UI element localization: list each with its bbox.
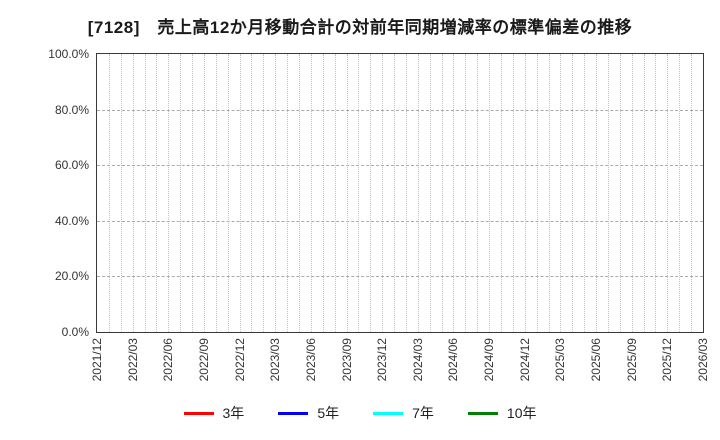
gridline-vertical [631,54,633,332]
gridline-vertical [524,54,526,332]
gridline-vertical [180,54,182,332]
x-tick-label: 2023/12 [375,338,390,382]
gridline-vertical [358,54,360,332]
gridline-vertical [203,54,205,332]
gridline-vertical [215,54,217,332]
gridline-vertical [619,54,621,332]
legend-item: 7年 [373,403,434,423]
gridline-vertical [477,54,479,332]
gridline-vertical [310,54,312,332]
x-tick-label: 2025/09 [624,338,639,382]
gridline-vertical [322,54,324,332]
legend-item: 10年 [467,403,537,423]
y-tick-label: 80.0% [54,102,89,117]
gridline-vertical [607,54,609,332]
gridline-vertical [132,54,134,332]
x-tick-label: 2023/03 [268,338,283,382]
y-tick-label: 100.0% [48,47,89,61]
x-tick-label: 2024/06 [446,338,461,382]
gridline-vertical [572,54,574,332]
x-tick-label: 2022/09 [196,338,211,382]
gridline-horizontal [97,109,703,111]
gridline-vertical [417,54,419,332]
x-tick-label: 2022/06 [161,338,176,382]
legend-line-swatch [373,411,404,415]
gridline-vertical [287,54,289,332]
gridline-vertical [548,54,550,332]
gridline-vertical [643,54,645,332]
y-tick-label: 0.0% [61,325,89,339]
x-tick-label: 2026/03 [696,338,710,382]
x-tick-label: 2024/03 [410,338,425,382]
x-tick-label: 2023/09 [339,338,354,382]
x-tick-label: 2022/03 [125,338,140,382]
gridline-vertical [227,54,229,332]
legend-label: 5年 [317,405,340,421]
gridline-vertical [501,54,502,332]
plot-area [96,53,704,333]
y-tick-label: 60.0% [54,158,89,173]
gridline-vertical [679,54,681,332]
gridline-vertical [263,54,265,332]
y-tick-label: 20.0% [54,269,89,284]
x-tick-label: 2024/09 [482,338,497,382]
gridline-vertical [453,54,455,332]
gridline-vertical [512,54,514,332]
gridline-vertical [560,54,562,332]
gridline-vertical [299,54,300,332]
gridline-vertical [346,54,348,332]
legend-label: 10年 [506,405,537,421]
x-tick-label: 2022/12 [232,338,247,382]
gridline-vertical [168,54,170,332]
gridline-vertical [192,54,194,332]
gridline-vertical [156,54,158,332]
gridline-vertical [120,54,122,332]
gridline-vertical [584,54,586,332]
gridline-horizontal [97,220,703,222]
gridline-vertical [667,54,669,332]
gridline-vertical [251,54,253,332]
gridline-vertical [429,54,431,332]
gridline-vertical [394,54,396,332]
legend-item: 3年 [183,403,245,423]
gridline-vertical [334,54,336,332]
x-tick-label: 2025/12 [660,338,675,382]
x-tick-label: 2024/12 [517,338,532,382]
gridline-vertical [465,54,467,332]
legend-line-swatch [467,411,498,415]
x-tick-label: 2023/06 [303,338,318,382]
legend-line-swatch [183,411,214,415]
legend: 3年 5年 7年 10年 [0,403,720,423]
gridline-vertical [405,54,407,332]
gridline-vertical [144,54,146,332]
y-tick-label: 40.0% [54,213,89,228]
gridline-horizontal [97,165,703,167]
gridline-vertical [441,54,443,332]
gridline-vertical [691,54,693,332]
chart-title: [7128] 売上高12か月移動合計の対前年同期増減率の標準偏差の推移 [87,18,633,37]
gridline-vertical [382,54,384,332]
x-tick-label: 2025/06 [589,338,604,382]
x-tick-label: 2021/12 [90,338,104,382]
legend-label: 3年 [222,405,245,421]
legend-label: 7年 [412,405,434,421]
gridline-vertical [655,54,657,332]
gridline-vertical [596,54,598,332]
gridline-vertical [275,54,277,332]
legend-item: 5年 [278,403,339,423]
gridline-horizontal [97,276,703,278]
gridline-vertical [370,54,372,332]
gridline-vertical [239,54,241,332]
legend-line-swatch [278,411,309,415]
x-tick-label: 2025/03 [553,338,568,382]
gridline-vertical [489,54,491,332]
gridline-vertical [108,54,110,332]
gridline-vertical [536,54,538,332]
